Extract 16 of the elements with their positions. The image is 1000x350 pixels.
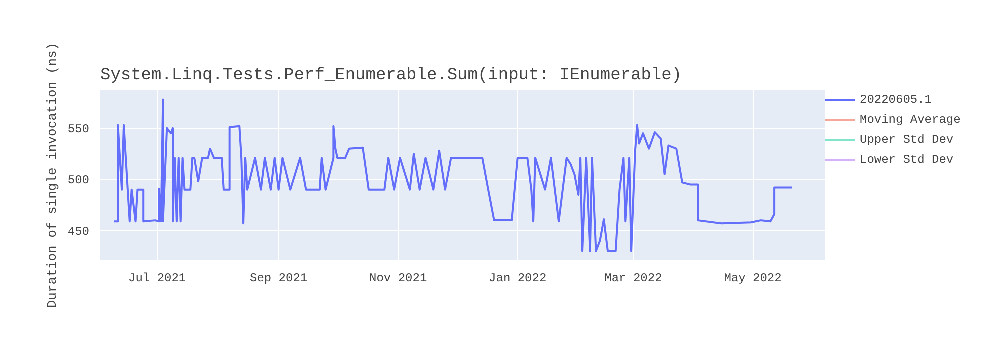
y-tick-label: 500: [68, 174, 90, 188]
y-tick-label: 550: [68, 122, 90, 136]
y-axis-title: Duration of single invocation (ns): [44, 42, 60, 308]
legend-label: Lower Std Dev: [860, 153, 955, 167]
x-tick-label: Nov 2021: [370, 272, 428, 286]
chart-title: System.Linq.Tests.Perf_Enumerable.Sum(input: IEnumerable): [100, 66, 682, 86]
x-tick-label: Jan 2022: [489, 272, 547, 286]
x-tick-label: Jul 2021: [128, 272, 186, 286]
x-tick-label: May 2022: [724, 272, 782, 286]
legend-label: Upper Std Dev: [860, 133, 955, 147]
legend-label: 20220605.1: [860, 93, 934, 107]
legend-label: Moving Average: [860, 113, 961, 127]
line-series: [113, 98, 794, 252]
x-tick-label: Mar 2022: [604, 272, 662, 286]
x-tick-label: Sep 2021: [250, 272, 308, 286]
y-tick-label: 450: [68, 224, 90, 239]
